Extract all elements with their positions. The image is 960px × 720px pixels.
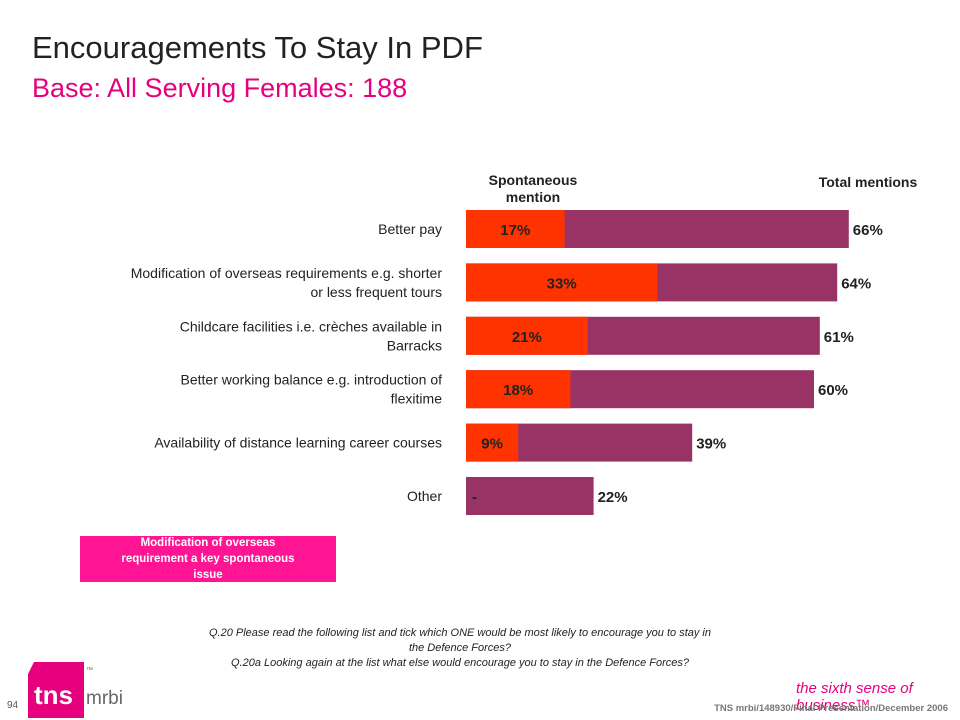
spontaneous-bar	[466, 370, 571, 409]
total-label: 61%	[824, 329, 854, 346]
category-label: Modification of overseas requirements e.…	[131, 265, 443, 300]
spontaneous-label: -	[472, 489, 477, 506]
callout-text: Modification of overseas requirement a k…	[121, 537, 295, 581]
spontaneous-bar	[466, 316, 588, 355]
spontaneous-label: 21%	[512, 329, 542, 346]
category-label: Other	[407, 488, 442, 504]
page-title: Encouragements To Stay In PDF	[32, 30, 483, 65]
total-label: 22%	[598, 489, 628, 506]
spontaneous-label: 9%	[481, 436, 503, 453]
total-bar	[466, 477, 594, 515]
spontaneous-bar	[466, 263, 658, 302]
category-label: Availability of distance learning career…	[154, 435, 442, 451]
spontaneous-bar	[466, 423, 519, 462]
tagline: the sixth sense of business™	[796, 680, 913, 714]
svg-text:mrbi: mrbi	[86, 688, 123, 709]
category-label: Better pay	[378, 221, 442, 237]
spontaneous-label: 33%	[547, 275, 577, 292]
category-label: Better working balance e.g. introduction…	[181, 372, 443, 407]
svg-text:tns: tns	[34, 680, 73, 710]
total-label: 60%	[818, 382, 848, 399]
total-header: Total mentions	[818, 174, 918, 190]
category-label: Childcare facilities i.e. crèches availa…	[180, 318, 442, 353]
spontaneous-bar	[466, 210, 565, 248]
footer-reference: TNS mrbi/148930/Final Presentation/Decem…	[714, 703, 948, 714]
total-label: 64%	[841, 275, 871, 292]
spontaneous-header: Spontaneous mention	[488, 172, 578, 205]
callout-box: Modification of overseas requirement a k…	[80, 536, 336, 582]
spontaneous-label: 17%	[500, 222, 530, 239]
question-2: Q.20a Looking again at the list what els…	[230, 657, 689, 669]
page-subtitle: Base: All Serving Females: 188	[32, 73, 408, 103]
total-label: 66%	[853, 222, 883, 239]
tns-mrbi-logo: tns mrbi ™	[28, 662, 123, 718]
svg-text:™: ™	[86, 667, 93, 674]
question-1: Q.20 Please read the following list and …	[209, 627, 711, 654]
spontaneous-label: 18%	[503, 382, 533, 399]
page-number: 94	[7, 700, 19, 711]
total-label: 39%	[696, 436, 726, 453]
question-note: Q.20 Please read the following list and …	[200, 626, 720, 671]
